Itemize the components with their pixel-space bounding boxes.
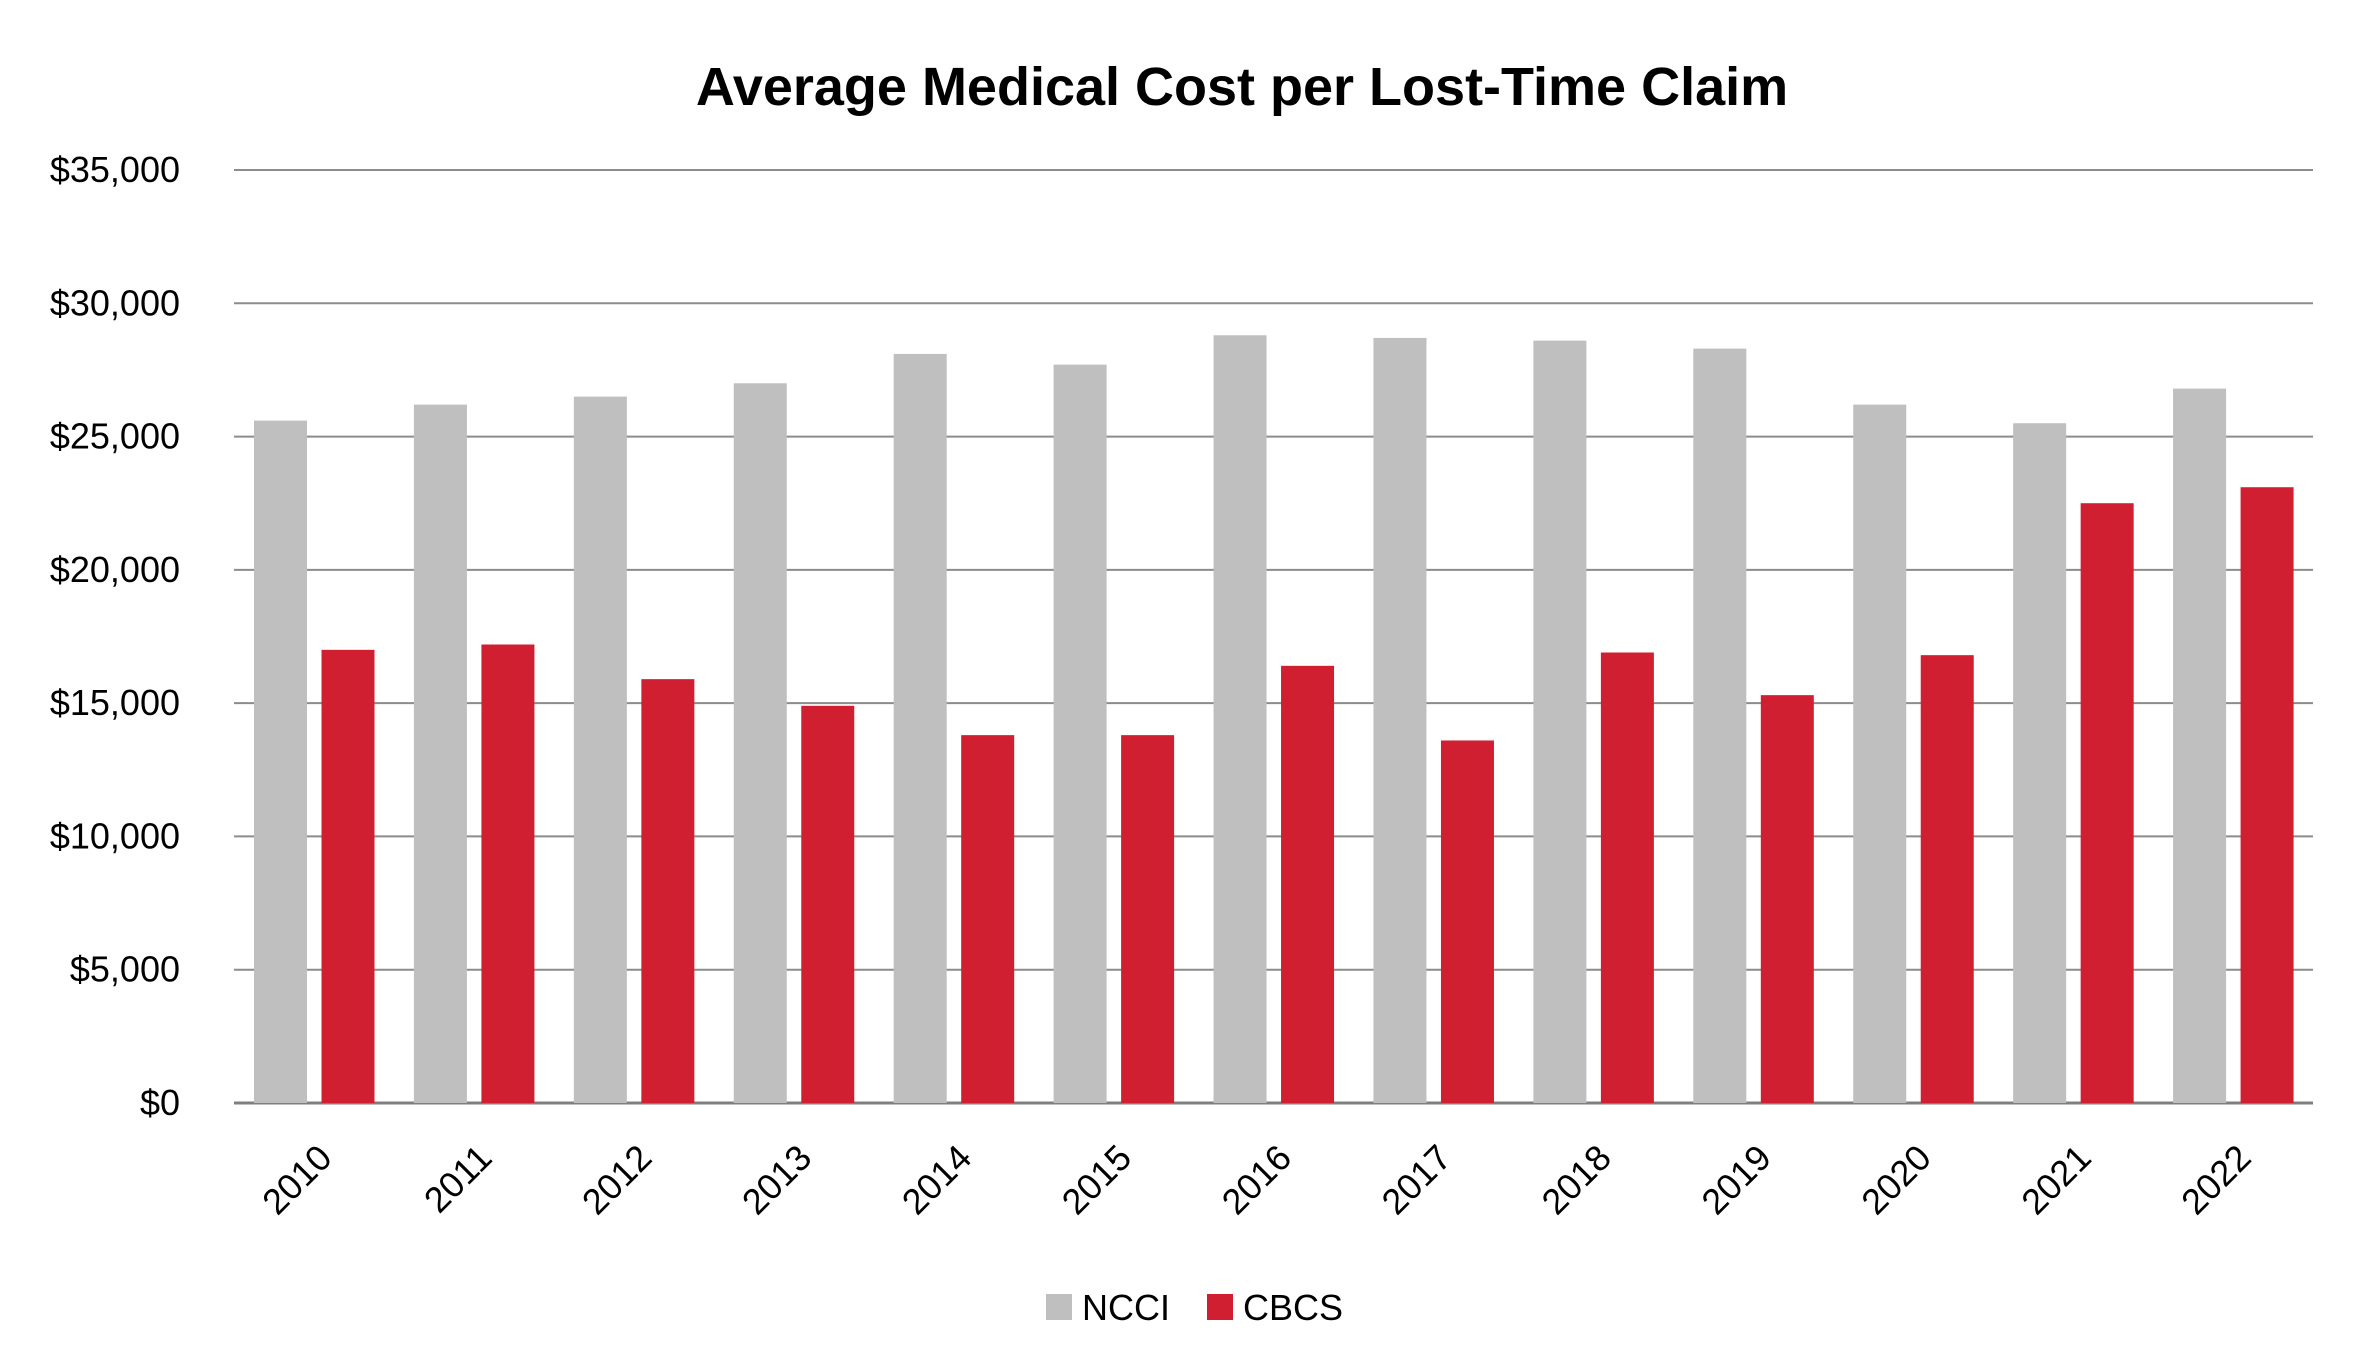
bar-ncci-2014 xyxy=(893,353,947,1103)
bar-cbcs-2016 xyxy=(1281,665,1335,1103)
x-tick-label: 2016 xyxy=(1214,1137,1300,1223)
bar-cbcs-2011 xyxy=(481,644,535,1103)
y-tick-label: $30,000 xyxy=(50,282,180,323)
bar-ncci-2019 xyxy=(1693,348,1747,1103)
legend-label-ncci: NCCI xyxy=(1082,1287,1170,1328)
bar-cbcs-2014 xyxy=(961,735,1015,1103)
bar-ncci-2012 xyxy=(573,396,627,1104)
bar-ncci-2021 xyxy=(2013,423,2067,1103)
y-tick-label: $10,000 xyxy=(50,815,180,856)
x-tick-label: 2014 xyxy=(894,1137,980,1223)
bar-ncci-2011 xyxy=(413,404,467,1103)
bar-cbcs-2018 xyxy=(1600,652,1654,1103)
y-tick-label: $35,000 xyxy=(50,149,180,190)
legend-swatch-ncci xyxy=(1046,1294,1072,1320)
y-tick-label: $15,000 xyxy=(50,682,180,723)
x-tick-label: 2012 xyxy=(574,1137,660,1223)
bar-cbcs-2017 xyxy=(1440,740,1494,1103)
bar-ncci-2017 xyxy=(1373,337,1427,1103)
x-tick-label: 2020 xyxy=(1853,1137,1939,1223)
bar-cbcs-2013 xyxy=(801,705,855,1103)
chart-title: Average Medical Cost per Lost-Time Claim xyxy=(696,57,1788,117)
bar-ncci-2010 xyxy=(254,420,307,1103)
x-tick-label: 2011 xyxy=(416,1137,500,1221)
x-tick-label: 2019 xyxy=(1693,1137,1779,1223)
bar-ncci-2016 xyxy=(1213,335,1267,1103)
x-tick-label: 2015 xyxy=(1054,1137,1140,1223)
y-tick-label: $20,000 xyxy=(50,549,180,590)
bar-ncci-2013 xyxy=(733,383,787,1103)
y-tick-label: $5,000 xyxy=(70,949,180,990)
legend-swatch-cbcs xyxy=(1207,1294,1233,1320)
x-tick-label: 2018 xyxy=(1533,1137,1619,1223)
x-tick-label: 2022 xyxy=(2173,1137,2259,1223)
x-tick-label: 2017 xyxy=(1373,1137,1459,1223)
bar-ncci-2018 xyxy=(1533,340,1587,1103)
y-tick-label: $25,000 xyxy=(50,416,180,457)
bar-cbcs-2021 xyxy=(2080,503,2134,1103)
x-tick-label: 2013 xyxy=(734,1137,820,1223)
bar-ncci-2020 xyxy=(1853,404,1907,1103)
bar-ncci-2015 xyxy=(1053,364,1107,1103)
bar-cbcs-2015 xyxy=(1121,735,1175,1103)
bar-cbcs-2010 xyxy=(321,649,375,1103)
legend-label-cbcs: CBCS xyxy=(1243,1287,1343,1328)
bar-cbcs-2019 xyxy=(1760,695,1814,1103)
bar-cbcs-2020 xyxy=(1920,655,1974,1103)
x-tick-label: 2010 xyxy=(254,1137,340,1223)
bar-ncci-2022 xyxy=(2173,388,2227,1103)
bar-cbcs-2012 xyxy=(641,679,695,1103)
bar-cbcs-2022 xyxy=(2240,487,2294,1104)
y-tick-label: $0 xyxy=(140,1082,180,1123)
x-tick-label: 2021 xyxy=(2013,1137,2099,1223)
